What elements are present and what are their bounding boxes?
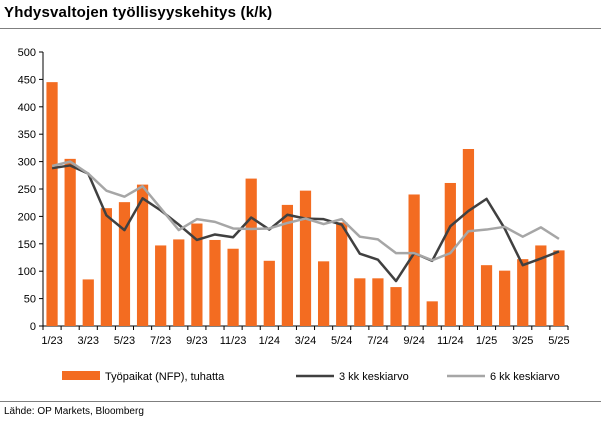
y-tick-label: 450 <box>18 74 36 86</box>
x-tick-label: 1/23 <box>41 335 62 347</box>
legend-label: 3 kk keskiarvo <box>339 371 409 383</box>
y-tick-label: 250 <box>18 184 36 196</box>
bar <box>100 208 112 326</box>
bar <box>173 239 185 326</box>
legend: Työpaikat (NFP), tuhatta 3 kk keskiarvo 6 … <box>62 371 560 383</box>
bar <box>263 260 275 326</box>
bar <box>408 194 420 326</box>
bar <box>317 261 330 326</box>
y-tick-label: 50 <box>24 294 36 306</box>
line-series <box>51 160 560 283</box>
bar <box>499 270 511 326</box>
bar <box>444 182 456 326</box>
bar <box>118 202 131 326</box>
x-tick-label: 3/25 <box>512 335 533 347</box>
bar <box>209 239 221 326</box>
y-tick-label: 500 <box>18 47 36 59</box>
chart-title: Yhdysvaltojen työllisyyskehitys (k/k) <box>4 4 273 21</box>
x-tick-label: 1/24 <box>259 335 280 347</box>
bar <box>372 278 384 326</box>
bar <box>227 248 239 326</box>
bar <box>480 265 493 326</box>
bar <box>281 204 294 326</box>
tick-labels: 0 50 100 150 200 250 300 350 400 450 500 1/23 3/23 5/… <box>18 47 570 347</box>
bar-series <box>46 82 565 326</box>
x-tick-label: 3/23 <box>78 335 99 347</box>
source-note: Lähde: OP Markets, Bloomberg <box>4 406 144 417</box>
x-tick-label: 9/24 <box>403 335 424 347</box>
bar <box>155 245 167 326</box>
y-tick-label: 200 <box>18 211 36 223</box>
bar <box>245 178 257 326</box>
legend-label: 6 kk keskiarvo <box>490 371 560 383</box>
x-tick-label: 11/23 <box>220 335 247 347</box>
title-divider <box>0 28 601 29</box>
x-tick-label: 3/24 <box>295 335 316 347</box>
chart: 0 50 100 150 200 250 300 350 400 450 500 1/23 3/23 5/… <box>18 47 570 383</box>
bar <box>426 301 438 326</box>
bar <box>191 223 203 326</box>
bar <box>535 245 547 326</box>
x-tick-label: 5/25 <box>548 335 569 347</box>
y-tick-label: 100 <box>18 266 36 278</box>
y-tick-label: 0 <box>30 321 36 333</box>
bar <box>136 184 149 326</box>
x-tick-label: 5/23 <box>114 335 135 347</box>
y-tick-label: 400 <box>18 102 36 114</box>
x-tick-label: 5/24 <box>331 335 352 347</box>
y-tick-label: 150 <box>18 239 36 251</box>
x-tick-label: 1/25 <box>476 335 497 347</box>
x-tick-label: 7/24 <box>367 335 388 347</box>
y-tick-label: 300 <box>18 157 36 169</box>
bar <box>553 250 565 326</box>
footer-divider <box>0 401 601 402</box>
bar <box>46 82 58 326</box>
x-tick-label: 9/23 <box>186 335 207 347</box>
bar <box>64 158 76 326</box>
bar <box>462 148 475 326</box>
x-tick-label: 7/23 <box>150 335 171 347</box>
bar <box>354 278 366 326</box>
bar <box>390 287 402 326</box>
bar <box>299 190 312 326</box>
bar <box>82 279 94 326</box>
legend-label: Työpaikat (NFP), tuhatta <box>105 371 225 383</box>
bar <box>336 222 348 326</box>
y-tick-label: 350 <box>18 129 36 141</box>
x-tick-label: 11/24 <box>437 335 464 347</box>
legend-swatch-bar <box>62 371 100 380</box>
bar <box>517 259 529 326</box>
series-line-2 <box>51 160 560 262</box>
